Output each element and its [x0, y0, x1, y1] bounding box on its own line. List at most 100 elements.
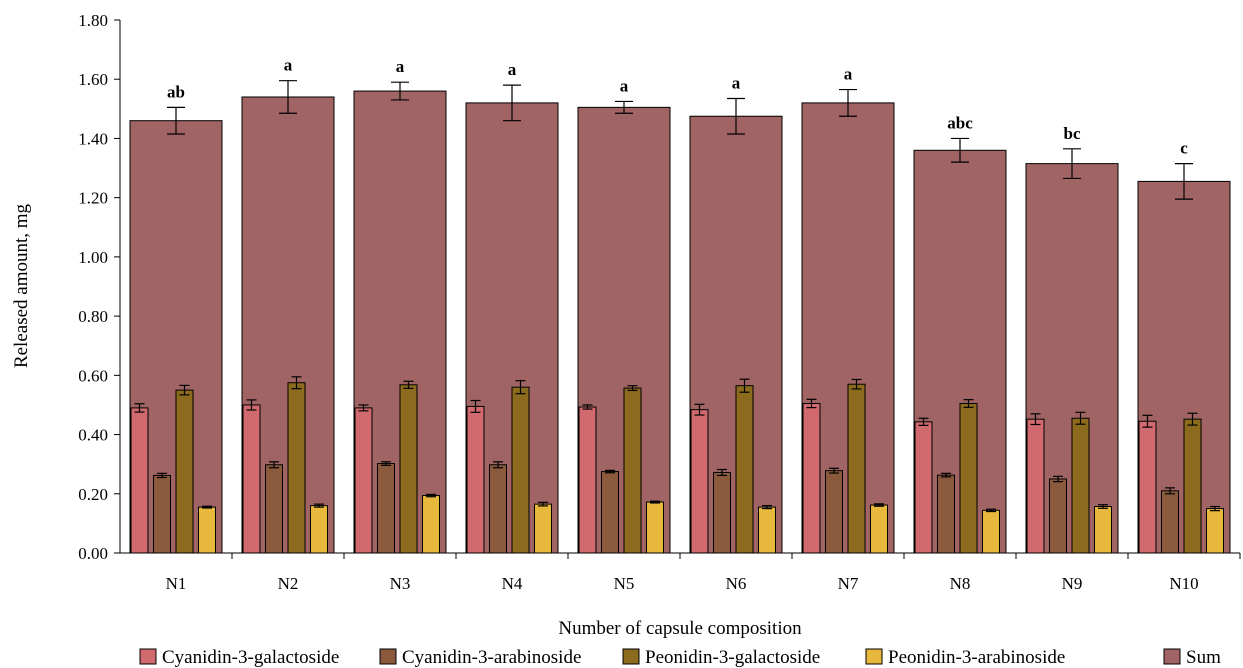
significance-label-n2: a: [284, 56, 293, 75]
sum-error-bar-n2: [279, 80, 297, 114]
bar-cyanidin-3-arabinoside-n5: [601, 471, 619, 554]
x-tick-label-n1: N1: [166, 574, 187, 593]
significance-label-n10: c: [1180, 139, 1188, 158]
bar-cyanidin-3-galactoside-n3: [354, 407, 373, 554]
bar-peonidin-3-arabinoside-n5: [646, 501, 664, 554]
error-bar-cyanidin-3-galactoside-n9: [1030, 413, 1041, 426]
error-bars-group: [134, 80, 1220, 513]
bar-peonidin-3-arabinoside-n8: [982, 509, 1000, 554]
error-bar-cyanidin-3-galactoside-n6: [694, 403, 705, 416]
bar-cyanidin-3-galactoside-n5: [578, 406, 597, 554]
error-bar-peonidin-3-arabinoside-n4: [538, 501, 548, 507]
significance-label-n1: ab: [167, 82, 185, 101]
legend-label: Sum: [1186, 647, 1221, 668]
sum-error-bar-n7: [839, 88, 857, 117]
y-tick-label: 1.40: [78, 129, 108, 148]
y-tick-label: 1.80: [78, 11, 108, 30]
bar-peonidin-3-galactoside-n1: [175, 389, 194, 554]
bar-peonidin-3-arabinoside-n6: [758, 506, 776, 554]
bar-cyanidin-3-arabinoside-n1: [153, 474, 171, 554]
bar-peonidin-3-arabinoside-n10: [1206, 508, 1224, 554]
bar-cyanidin-3-galactoside-n1: [130, 407, 149, 554]
bar-cyanidin-3-galactoside-n4: [466, 405, 485, 554]
bar-peonidin-3-galactoside-n4: [511, 386, 530, 554]
bar-cyanidin-3-galactoside-n7: [802, 402, 821, 554]
y-tick-label: 0.40: [78, 426, 108, 445]
error-bar-cyanidin-3-arabinoside-n3: [381, 461, 391, 466]
bar-cyanidin-3-arabinoside-n7: [825, 470, 843, 554]
y-axis-title: Released amount, mg: [11, 203, 32, 368]
sum-error-bar-n1: [167, 106, 185, 135]
x-tick-label-n3: N3: [390, 574, 411, 593]
bar-cyanidin-3-arabinoside-n4: [489, 464, 507, 554]
y-tick-label: 0.80: [78, 307, 108, 326]
y-ticks-group: 0.00 0.20 0.40 0.60 0.80 1.00 1.20 1.40 1.60 1.80: [78, 11, 120, 563]
significance-label-n5: a: [620, 76, 629, 95]
legend-item-cyanidin-3-arabinoside: Cyanidin-3-arabinoside: [379, 647, 581, 668]
y-tick-label: 0.00: [78, 544, 108, 563]
bar-peonidin-3-galactoside-n3: [399, 384, 418, 554]
error-bar-cyanidin-3-arabinoside-n6: [717, 468, 727, 477]
bar-cyanidin-3-arabinoside-n9: [1049, 478, 1067, 554]
bar-cyanidin-3-galactoside-n2: [242, 404, 261, 554]
legend: Cyanidin-3-galactoside Cyanidin-3-arabino…: [139, 647, 1221, 668]
error-bar-peonidin-3-arabinoside-n10: [1210, 505, 1220, 512]
error-bar-cyanidin-3-galactoside-n10: [1142, 414, 1153, 428]
legend-swatch: [1163, 648, 1181, 665]
error-bar-cyanidin-3-arabinoside-n7: [829, 467, 839, 474]
error-bar-cyanidin-3-arabinoside-n9: [1053, 475, 1063, 483]
bar-peonidin-3-arabinoside-n2: [310, 505, 328, 554]
significance-labels-group: ab a a a a a a abc bc c: [167, 56, 1188, 158]
error-bar-cyanidin-3-galactoside-n2: [246, 399, 257, 411]
error-bar-cyanidin-3-galactoside-n8: [918, 417, 929, 426]
bar-cyanidin-3-galactoside-n6: [690, 409, 709, 554]
error-bar-peonidin-3-arabinoside-n6: [762, 505, 772, 510]
error-bar-peonidin-3-galactoside-n4: [515, 380, 526, 395]
y-tick-label: 1.60: [78, 70, 108, 89]
x-tick-label-n6: N6: [726, 574, 747, 593]
legend-swatch: [379, 648, 397, 665]
significance-label-n8: abc: [947, 113, 973, 132]
legend-item-cyanidin-3-galactoside: Cyanidin-3-galactoside: [139, 647, 339, 668]
sum-error-bar-n10: [1175, 163, 1193, 200]
y-tick-label: 1.00: [78, 248, 108, 267]
error-bar-cyanidin-3-galactoside-n3: [358, 404, 369, 412]
legend-item-peonidin-3-arabinoside: Peonidin-3-arabinoside: [865, 647, 1065, 668]
bar-cyanidin-3-arabinoside-n10: [1161, 490, 1179, 554]
legend-item-peonidin-3-galactoside: Peonidin-3-galactoside: [622, 647, 820, 668]
significance-label-n6: a: [732, 73, 741, 92]
bar-cyanidin-3-arabinoside-n8: [937, 474, 955, 554]
error-bar-cyanidin-3-galactoside-n7: [806, 398, 817, 409]
x-tick-label-n7: N7: [838, 574, 859, 593]
error-bar-peonidin-3-arabinoside-n8: [986, 508, 996, 513]
sum-error-bar-n9: [1063, 148, 1081, 180]
error-bar-peonidin-3-galactoside-n10: [1187, 412, 1198, 426]
x-tick-label-n2: N2: [278, 574, 299, 593]
error-bar-peonidin-3-arabinoside-n5: [650, 500, 660, 504]
error-bar-peonidin-3-galactoside-n7: [851, 378, 862, 390]
error-bar-peonidin-3-galactoside-n3: [403, 380, 414, 389]
error-bar-cyanidin-3-arabinoside-n4: [493, 461, 503, 469]
x-tick-label-n9: N9: [1062, 574, 1083, 593]
bar-peonidin-3-arabinoside-n7: [870, 504, 888, 554]
error-bar-cyanidin-3-arabinoside-n1: [157, 472, 167, 479]
error-bar-peonidin-3-arabinoside-n7: [874, 503, 884, 507]
error-bar-cyanidin-3-galactoside-n5: [582, 404, 593, 410]
x-tick-label-n4: N4: [502, 574, 523, 593]
legend-swatch: [622, 648, 640, 665]
x-tick-label-n5: N5: [614, 574, 635, 593]
error-bar-cyanidin-3-galactoside-n1: [134, 403, 145, 413]
error-bar-peonidin-3-galactoside-n2: [291, 376, 302, 390]
sum-error-bar-n5: [615, 100, 633, 114]
bar-peonidin-3-galactoside-n5: [623, 387, 642, 554]
legend-item-sum: Sum: [1163, 647, 1221, 668]
x-tick-label-n8: N8: [950, 574, 971, 593]
significance-label-n9: bc: [1064, 124, 1081, 143]
bar-cyanidin-3-galactoside-n9: [1026, 418, 1045, 554]
error-bar-peonidin-3-galactoside-n1: [179, 384, 190, 396]
bar-peonidin-3-galactoside-n2: [287, 382, 306, 554]
error-bar-peonidin-3-arabinoside-n2: [314, 503, 324, 508]
error-bar-peonidin-3-galactoside-n6: [739, 378, 750, 393]
legend-label: Cyanidin-3-arabinoside: [402, 647, 581, 668]
